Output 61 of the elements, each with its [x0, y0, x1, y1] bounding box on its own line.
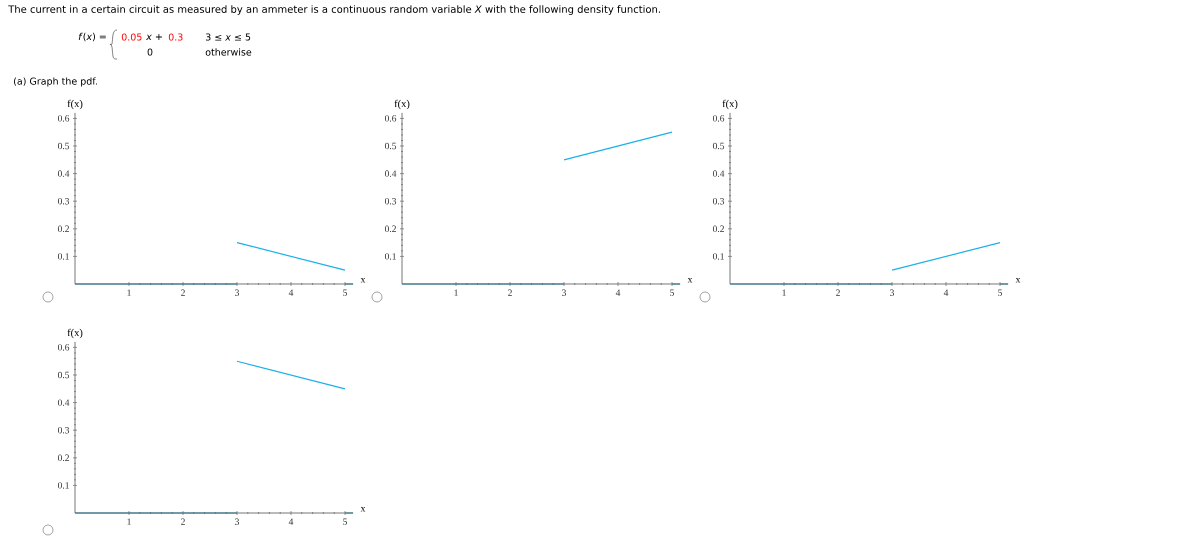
text: otherwise	[205, 48, 252, 56]
y-tick-label: 0.1	[57, 482, 69, 489]
y-axis-title: f(x)	[722, 99, 738, 110]
y-tick-label: 0.2	[57, 454, 69, 462]
y-tick-label: 0.5	[384, 142, 397, 150]
text: f(x) =	[78, 32, 106, 42]
y-tick-label: 0.4	[57, 170, 70, 177]
y-tick-label: 0.3	[384, 197, 397, 205]
x-tick-label: 4	[288, 289, 294, 296]
y-tick-label: 0.6	[712, 115, 725, 122]
x-tick-label: 1	[127, 289, 131, 296]
x-tick-label: 5	[343, 289, 347, 296]
y-tick-label: 0.3	[712, 197, 725, 205]
x-tick-label: 4	[943, 289, 949, 296]
x-axis-title: x	[360, 507, 366, 512]
y-tick-label: 0.6	[57, 344, 70, 351]
x-tick-label: 1	[454, 289, 458, 296]
text: 3 ≤ x ≤ 5	[205, 33, 251, 41]
y-tick-label: 0.4	[57, 399, 70, 406]
x-tick-label: 5	[670, 289, 674, 296]
x-tick-label: 5	[343, 518, 347, 525]
y-tick-label: 0.3	[57, 197, 70, 205]
y-tick-label: 0.5	[712, 142, 725, 150]
x-tick-label: 2	[181, 518, 185, 525]
text: 0.05	[121, 33, 142, 41]
x-axis-title: x	[360, 278, 366, 283]
x-tick-label: 1	[127, 518, 131, 525]
x-tick-label: 4	[615, 289, 621, 296]
x-tick-label: 2	[508, 289, 512, 296]
y-tick-label: 0.1	[384, 253, 396, 260]
x-tick-label: 1	[782, 289, 786, 296]
x-tick-label: 3	[235, 289, 239, 296]
y-tick-label: 0.4	[712, 170, 725, 177]
x-tick-label: 2	[181, 289, 185, 296]
x-tick-label: 2	[836, 289, 840, 296]
y-tick-label: 0.6	[384, 115, 397, 122]
text: 0	[147, 48, 153, 56]
y-tick-label: 0.2	[712, 225, 724, 233]
x-axis-title: x	[687, 278, 693, 283]
y-tick-label: 0.5	[57, 142, 70, 150]
y-axis-title: f(x)	[67, 328, 83, 339]
y-tick-label: 0.1	[712, 253, 724, 260]
x-tick-label: 3	[562, 289, 567, 296]
x-tick-label: 5	[998, 289, 1003, 296]
y-tick-label: 0.6	[57, 115, 70, 122]
x-tick-label: 3	[235, 518, 239, 525]
text: x +	[145, 34, 162, 40]
y-tick-label: 0.4	[384, 170, 397, 177]
y-tick-label: 0.5	[57, 371, 70, 379]
y-axis-title: f(x)	[394, 99, 410, 110]
y-tick-label: 0.3	[57, 426, 70, 434]
y-axis-title: f(x)	[67, 99, 83, 110]
x-tick-label: 3	[890, 289, 895, 296]
y-tick-label: 0.2	[384, 225, 396, 233]
chart-title: The current in a certain circuit as measured by an ammeter is a continuous random variable X with the following density function.	[8, 5, 660, 15]
y-tick-label: 0.2	[57, 225, 69, 233]
x-axis-title: x	[1015, 278, 1021, 283]
text: (a) Graph the pdf.	[14, 77, 97, 87]
x-tick-label: 4	[288, 518, 294, 525]
y-tick-label: 0.1	[57, 253, 69, 260]
text: 0.3	[168, 33, 183, 41]
